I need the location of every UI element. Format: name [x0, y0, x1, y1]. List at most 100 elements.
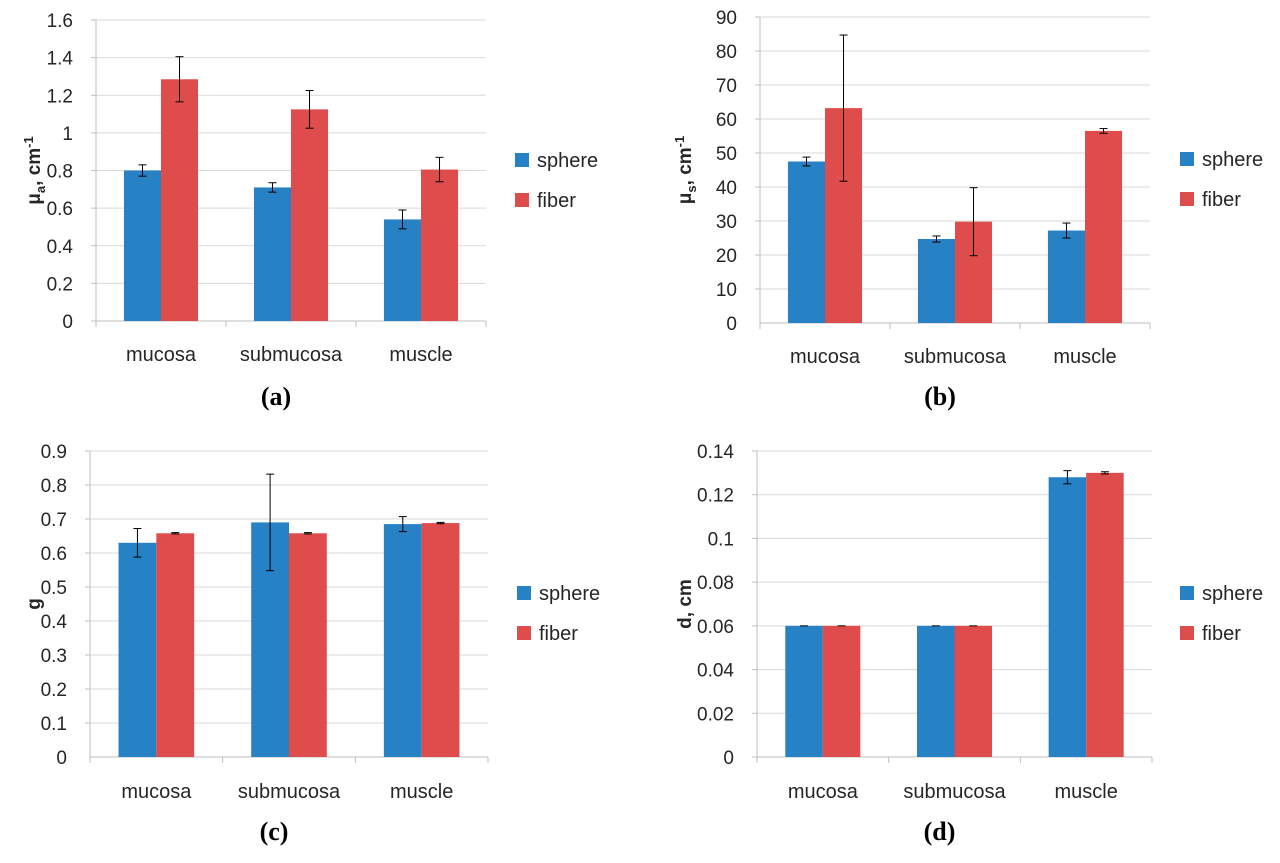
- x-category-label: mucosa: [126, 344, 197, 366]
- y-tick-label: 0.9: [41, 442, 67, 463]
- panel-label: (b): [924, 382, 956, 411]
- y-tick-label: 0.08: [697, 573, 734, 594]
- legend-label: sphere: [537, 150, 598, 172]
- bar-sphere-muscle: [1048, 477, 1087, 757]
- panel-d-chart: 0 0.02 0.04 0.06 0.08 0.1 0.12 0.14 mucosa submuc…: [675, 442, 1263, 846]
- y-tick-label: 50: [716, 144, 737, 165]
- error-bar: [133, 528, 142, 558]
- bar-sphere-mucosa: [787, 161, 825, 323]
- error-bar: [969, 187, 978, 257]
- panel-label: (d): [924, 817, 956, 846]
- legend-swatch-sphere: [515, 153, 529, 167]
- error-bar: [268, 182, 277, 193]
- y-tick-label: 30: [716, 212, 737, 233]
- bar-sphere-mucosa: [123, 170, 161, 321]
- legend-swatch-sphere: [1180, 586, 1194, 600]
- y-tick-label: 0.2: [47, 274, 73, 295]
- y-tick-label: 80: [716, 42, 737, 63]
- y-tick-label: 0.12: [697, 486, 734, 507]
- y-tick-label: 40: [716, 178, 737, 199]
- bar-fiber-muscle: [421, 169, 459, 321]
- bar-sphere-muscle: [1047, 230, 1085, 323]
- y-axis-title: d, cm: [675, 579, 696, 629]
- y-tick-label: 1.4: [47, 49, 74, 70]
- y-tick-label: 0.1: [708, 529, 734, 550]
- y-tick-label: 0.14: [697, 442, 734, 463]
- y-tick-label: 0.5: [41, 578, 67, 599]
- bar-sphere-muscle: [383, 524, 422, 757]
- legend-label: sphere: [1202, 149, 1263, 171]
- y-axis-title: μs, cm-1: [672, 136, 699, 204]
- bar-sphere-submucosa: [916, 625, 955, 757]
- y-tick-label: 1.2: [47, 86, 73, 107]
- legend-label: fiber: [1202, 623, 1241, 645]
- legend-swatch-fiber: [515, 193, 529, 207]
- bar-fiber-muscle: [1085, 130, 1123, 323]
- error-bar: [839, 34, 848, 182]
- x-category-label: submucosa: [904, 346, 1007, 368]
- y-tick-label: 0.1: [41, 714, 67, 735]
- x-category-label: muscle: [390, 781, 453, 803]
- x-category-label: mucosa: [121, 781, 192, 803]
- x-category-label: mucosa: [790, 346, 861, 368]
- bar-fiber-submucosa: [954, 625, 993, 757]
- legend-label: sphere: [539, 583, 600, 605]
- x-category-label: submucosa: [903, 781, 1006, 803]
- y-tick-label: 0.8: [41, 476, 67, 497]
- y-tick-label: 1: [62, 124, 73, 145]
- bar-fiber-submucosa: [291, 109, 329, 321]
- bar-fiber-mucosa: [161, 79, 199, 322]
- bar-fiber-muscle: [1086, 472, 1124, 757]
- bar-sphere-submucosa: [253, 187, 291, 321]
- x-category-label: mucosa: [788, 781, 859, 803]
- x-category-label: muscle: [1053, 346, 1116, 368]
- y-tick-label: 0.7: [41, 510, 67, 531]
- error-bar: [398, 209, 407, 230]
- y-tick-label: 70: [716, 76, 737, 97]
- error-bar: [175, 56, 184, 103]
- y-tick-label: 0: [56, 748, 67, 769]
- y-tick-label: 0.4: [41, 612, 68, 633]
- bar-sphere-mucosa: [118, 542, 157, 757]
- bar-fiber-submucosa: [289, 533, 327, 757]
- panel-label: (a): [261, 382, 291, 411]
- error-bar: [305, 90, 314, 129]
- y-tick-label: 10: [716, 280, 737, 301]
- y-tick-label: 90: [716, 8, 737, 29]
- y-axis-title: g: [24, 598, 45, 610]
- y-tick-label: 0.06: [697, 617, 734, 638]
- error-bar: [1062, 222, 1071, 239]
- legend-swatch-fiber: [1180, 626, 1194, 640]
- bar-fiber-mucosa: [156, 533, 195, 757]
- error-bar: [1063, 470, 1072, 485]
- legend-label: sphere: [1202, 583, 1263, 605]
- bar-fiber-muscle: [421, 523, 460, 757]
- error-bar: [1100, 471, 1109, 475]
- y-tick-label: 60: [716, 110, 737, 131]
- x-category-label: submucosa: [238, 781, 341, 803]
- legend-label: fiber: [537, 190, 576, 212]
- y-tick-label: 0.02: [697, 704, 734, 725]
- y-tick-label: 0: [723, 748, 734, 769]
- legend-swatch-fiber: [517, 626, 531, 640]
- error-bar: [138, 164, 147, 177]
- legend-swatch-fiber: [1180, 192, 1194, 206]
- panel-a-chart: 0 0.2 0.4 0.6 0.8 1 1.2 1.4 1.6 mucosa submucosa mu…: [21, 11, 598, 411]
- error-bar: [398, 516, 407, 533]
- y-tick-label: 0: [726, 314, 737, 335]
- error-bar: [932, 235, 941, 243]
- bar-sphere-muscle: [383, 219, 421, 321]
- y-tick-label: 1.6: [47, 11, 73, 32]
- panel-b-chart: 0 10 20 30 40 50 60 70 80 90 mucosa submucosa muscle…: [672, 8, 1263, 411]
- legend-label: fiber: [539, 623, 578, 645]
- error-bar: [802, 156, 811, 167]
- error-bar: [303, 532, 312, 535]
- y-tick-label: 0.04: [697, 661, 734, 682]
- error-bar: [436, 521, 445, 525]
- y-tick-label: 0.2: [41, 680, 67, 701]
- error-bar: [171, 532, 180, 535]
- y-tick-label: 0: [62, 312, 73, 333]
- error-bar: [266, 473, 275, 572]
- y-tick-label: 0.3: [41, 646, 67, 667]
- y-tick-label: 0.8: [47, 162, 73, 183]
